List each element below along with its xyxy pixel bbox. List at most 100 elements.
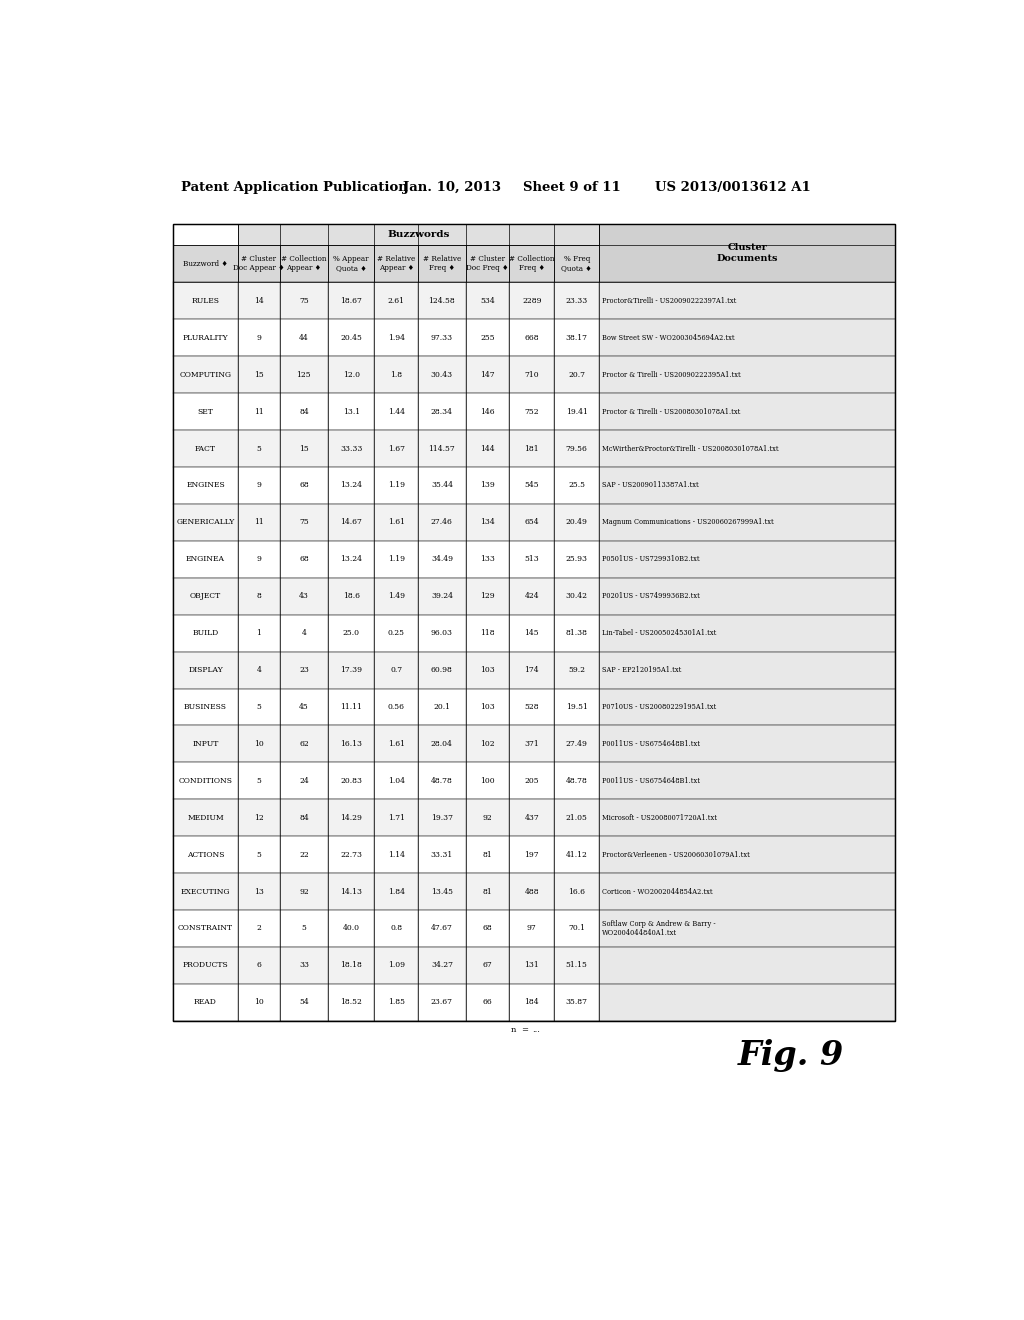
Text: 81: 81 [482, 850, 493, 858]
Text: 24: 24 [299, 776, 309, 785]
Bar [418, 946, 466, 983]
Bar [418, 467, 466, 504]
Bar [509, 356, 554, 393]
Bar [375, 763, 418, 800]
Text: 133: 133 [480, 556, 495, 564]
Bar [280, 393, 328, 430]
Text: 34.27: 34.27 [431, 961, 453, 969]
Bar [280, 763, 328, 800]
Text: 38.17: 38.17 [565, 334, 588, 342]
Bar [554, 836, 599, 873]
Text: Softlaw Corp & Andrew & Barry -
WO2004044840A1.txt: Softlaw Corp & Andrew & Barry - WO200404… [602, 920, 716, 937]
Bar [418, 541, 466, 578]
Text: 5: 5 [257, 850, 261, 858]
Text: 45: 45 [299, 704, 309, 711]
Bar [375, 652, 418, 689]
Bar [466, 393, 509, 430]
Bar [328, 983, 375, 1020]
Bar [509, 800, 554, 836]
Text: 20.49: 20.49 [566, 519, 588, 527]
Text: 14.29: 14.29 [340, 813, 362, 822]
Text: 35.44: 35.44 [431, 482, 453, 490]
Text: READ: READ [195, 998, 217, 1006]
Text: 5: 5 [257, 776, 261, 785]
Bar [599, 909, 895, 946]
Text: 545: 545 [524, 482, 539, 490]
Text: # Collection
Appear ♦: # Collection Appear ♦ [282, 255, 327, 272]
Text: 1.19: 1.19 [388, 482, 404, 490]
Bar [280, 319, 328, 356]
Text: FACT: FACT [195, 445, 216, 453]
Text: 25.5: 25.5 [568, 482, 586, 490]
Bar [375, 800, 418, 836]
Text: 1.84: 1.84 [388, 887, 404, 895]
Bar [599, 282, 895, 319]
Bar [238, 615, 280, 652]
Bar [238, 467, 280, 504]
Bar [418, 726, 466, 763]
Text: 96.03: 96.03 [431, 630, 453, 638]
Bar [418, 652, 466, 689]
Bar [466, 282, 509, 319]
Bar [280, 615, 328, 652]
Bar [238, 356, 280, 393]
Text: Microsoft - US20080071720A1.txt: Microsoft - US20080071720A1.txt [602, 813, 717, 822]
Text: 102: 102 [480, 741, 495, 748]
Text: 30.42: 30.42 [565, 593, 588, 601]
Bar [509, 763, 554, 800]
Text: 424: 424 [524, 593, 539, 601]
Bar [554, 282, 599, 319]
Bar [466, 836, 509, 873]
Bar [280, 652, 328, 689]
Bar [466, 430, 509, 467]
Text: SAP - US20090113387A1.txt: SAP - US20090113387A1.txt [602, 482, 699, 490]
Text: 534: 534 [480, 297, 495, 305]
Text: 668: 668 [524, 334, 539, 342]
Text: 20.1: 20.1 [433, 704, 451, 711]
Bar [599, 541, 895, 578]
Text: P0501US - US7299310B2.txt: P0501US - US7299310B2.txt [602, 556, 700, 564]
Bar [238, 504, 280, 541]
Text: 10: 10 [254, 741, 264, 748]
Bar [280, 689, 328, 726]
Bar [280, 873, 328, 909]
Text: 39.24: 39.24 [431, 593, 453, 601]
Bar [173, 836, 238, 873]
Bar [280, 726, 328, 763]
Bar [599, 800, 895, 836]
Bar [418, 430, 466, 467]
Text: 488: 488 [524, 887, 539, 895]
Text: 513: 513 [524, 556, 540, 564]
Bar [280, 467, 328, 504]
Text: CONDITIONS: CONDITIONS [178, 776, 232, 785]
Text: 43: 43 [299, 593, 309, 601]
Text: Proctor&Tirelli - US20090222397A1.txt: Proctor&Tirelli - US20090222397A1.txt [602, 297, 736, 305]
Bar [599, 689, 895, 726]
Bar [418, 909, 466, 946]
Bar [375, 909, 418, 946]
Text: 145: 145 [524, 630, 539, 638]
Text: 124.58: 124.58 [428, 297, 456, 305]
Text: 103: 103 [480, 704, 495, 711]
Bar [238, 726, 280, 763]
Bar [238, 909, 280, 946]
Bar [375, 615, 418, 652]
Text: 5: 5 [257, 704, 261, 711]
Text: 9: 9 [257, 482, 261, 490]
Bar [328, 246, 375, 282]
Bar [466, 873, 509, 909]
Text: BUSINESS: BUSINESS [184, 704, 227, 711]
Text: 68: 68 [482, 924, 493, 932]
Text: 20.7: 20.7 [568, 371, 586, 379]
Bar [466, 578, 509, 615]
Text: 13.24: 13.24 [340, 556, 362, 564]
Bar [238, 319, 280, 356]
Bar [509, 909, 554, 946]
Bar [375, 836, 418, 873]
Text: 4: 4 [301, 630, 306, 638]
Text: 67: 67 [482, 961, 493, 969]
Bar [238, 393, 280, 430]
Bar [238, 946, 280, 983]
Bar [418, 578, 466, 615]
Bar [599, 578, 895, 615]
